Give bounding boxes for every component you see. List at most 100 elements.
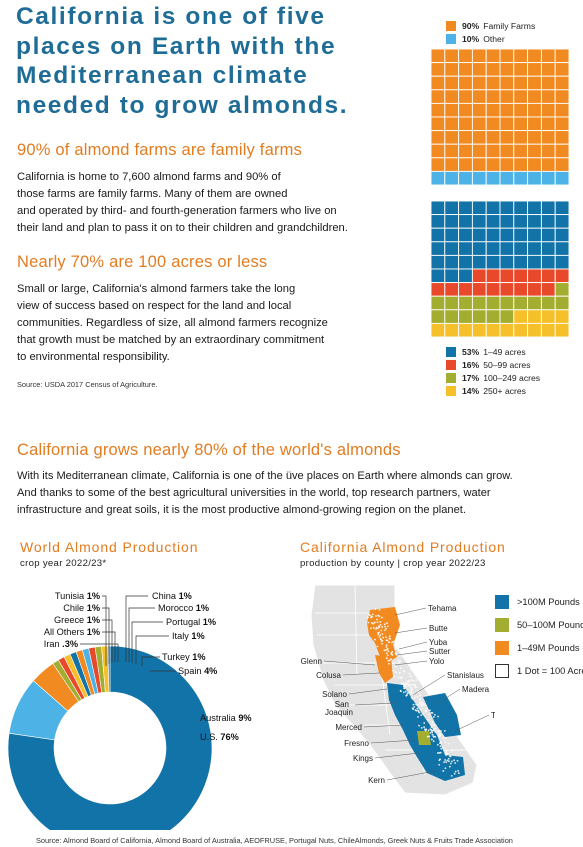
waffle-cell <box>554 282 569 297</box>
waffle-cell <box>540 309 556 324</box>
acreage-dot <box>409 669 412 671</box>
acreage-dot <box>420 704 423 707</box>
acreage-dot <box>388 659 391 662</box>
waffle-cell <box>499 309 515 324</box>
waffle-cell <box>513 295 529 311</box>
waffle-cell <box>554 157 569 172</box>
acreage-dot <box>424 729 427 732</box>
county-leader-line <box>394 607 427 616</box>
waffle-cell <box>554 130 569 145</box>
legend-item-100-249: 17% 100–249 acres <box>446 371 540 384</box>
donut-label-australia: Australia 9% <box>200 713 252 723</box>
waffle-cell <box>513 309 529 324</box>
waffle-cell <box>485 201 501 216</box>
waffle-cell <box>554 62 569 77</box>
acreage-dot <box>419 694 422 697</box>
acreage-dot <box>431 731 434 734</box>
county-label-yuba: Yuba <box>429 638 448 647</box>
county-leader-line <box>412 674 446 696</box>
waffle-size-legend: 53% 1–49 acres 16% 50–99 acres 17% 100–2… <box>446 345 540 397</box>
waffle-cell <box>458 143 473 159</box>
acreage-dot <box>440 730 442 732</box>
acreage-dot <box>393 675 396 678</box>
waffle-cell <box>527 102 542 118</box>
acreage-dot <box>385 627 388 630</box>
waffle-family-legend: 90% Family Farms 10% Other <box>446 19 535 45</box>
county-label-fresno: Fresno <box>344 739 369 748</box>
waffle-cell <box>513 241 529 256</box>
acreage-dot <box>416 695 419 698</box>
acreage-dot <box>397 676 400 679</box>
waffle-cell <box>444 309 460 324</box>
waffle-cell <box>431 157 446 172</box>
waffle-cell <box>431 254 446 270</box>
acreage-dot <box>399 659 401 662</box>
acreage-dot <box>430 711 433 714</box>
acreage-dot <box>398 655 401 657</box>
acreage-dot <box>392 640 395 643</box>
waffle-cell <box>554 49 569 64</box>
acreage-dot <box>402 691 405 694</box>
acreage-dot <box>426 718 429 721</box>
legend-label: 1–49 acres <box>483 346 526 357</box>
waffle-cell <box>485 214 501 229</box>
family-text-line: those farms are family farms. Many of th… <box>17 188 288 200</box>
acreage-dot <box>405 681 408 684</box>
world-production-title: World Almond Production <box>20 539 199 555</box>
waffle-cell <box>499 116 515 132</box>
acreage-dot <box>381 633 384 635</box>
waffle-cell <box>499 322 515 337</box>
acreage-dot <box>451 749 453 752</box>
headline-line-3: Mediterranean climate <box>16 62 309 89</box>
waffle-cell <box>540 49 556 64</box>
donut-label-italy: Italy 1% <box>172 631 205 641</box>
county-label-yolo: Yolo <box>429 657 445 666</box>
waffle-cell <box>499 170 515 185</box>
acreage-dot <box>403 687 406 690</box>
waffle-cell <box>554 143 569 159</box>
acreage-dot <box>423 722 426 724</box>
acreage-dot <box>369 614 371 617</box>
acreage-dot <box>420 714 423 717</box>
waffle-cell <box>540 254 556 270</box>
waffle-cell <box>444 130 460 145</box>
acreage-dot <box>438 751 441 754</box>
waffle-cell <box>444 170 460 185</box>
acres-text-line: to environmental responsibility. <box>17 351 170 363</box>
world-heading: California grows nearly 80% of the world… <box>17 441 401 459</box>
acreage-dot <box>392 662 394 665</box>
waffle-cell <box>431 309 446 324</box>
waffle-cell <box>513 49 529 64</box>
legend-item-family-farms: 90% Family Farms <box>446 19 535 32</box>
waffle-cell <box>499 157 515 172</box>
acreage-dot <box>439 734 442 736</box>
waffle-cell <box>554 214 569 229</box>
acreage-dot <box>407 680 409 682</box>
county-leader-line <box>370 739 416 744</box>
waffle-cell <box>513 214 529 229</box>
acreage-dot <box>399 677 402 680</box>
waffle-cell <box>554 89 569 104</box>
county-leader-line <box>396 650 428 656</box>
acreage-dot <box>402 682 405 685</box>
waffle-cell <box>458 322 473 337</box>
acreage-dot <box>437 752 439 754</box>
waffle-cell <box>554 254 569 270</box>
acreage-dot <box>427 729 430 732</box>
world-text-line: With its Mediterranean climate, Californ… <box>17 470 513 482</box>
acreage-dot <box>403 670 406 673</box>
acreage-dot <box>428 713 431 716</box>
acreage-dot <box>406 692 409 695</box>
waffle-cell <box>431 295 446 311</box>
acreage-dot <box>378 608 381 611</box>
waffle-cell <box>527 241 542 256</box>
acreage-dot <box>411 707 414 710</box>
legend-swatch <box>495 617 509 632</box>
legend-label: Other <box>483 33 505 44</box>
county-leader-line <box>323 660 376 666</box>
acreage-dot <box>376 618 378 621</box>
waffle-cell <box>499 130 515 145</box>
county-leader-line <box>354 702 396 706</box>
acreage-dot <box>446 759 449 762</box>
waffle-cell <box>513 62 529 77</box>
